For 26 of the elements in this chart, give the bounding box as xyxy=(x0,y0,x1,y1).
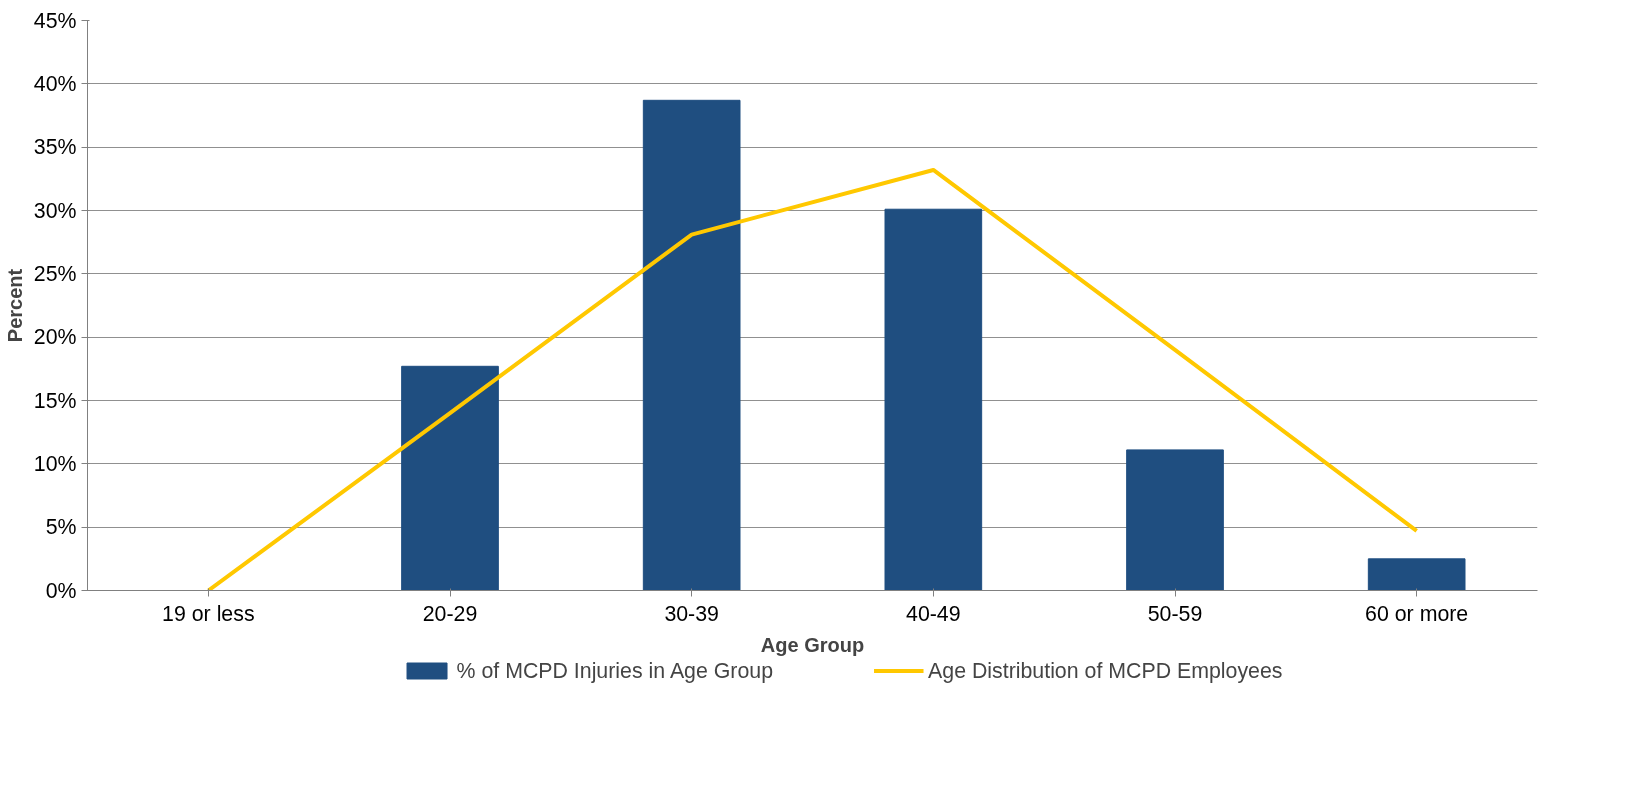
x-tick-label: 20-29 xyxy=(422,601,478,626)
y-tick-label: 15% xyxy=(33,388,77,413)
bar xyxy=(1126,449,1224,591)
y-tick-label: 45% xyxy=(33,8,77,33)
bar xyxy=(1367,558,1466,591)
y-tick-label: 5% xyxy=(45,515,77,540)
y-tick-label: 30% xyxy=(33,198,77,223)
bar xyxy=(642,99,741,591)
y-tick-label: 35% xyxy=(33,135,77,160)
y-tick-label: 10% xyxy=(33,451,77,476)
y-tick-label: 20% xyxy=(33,325,77,350)
legend-label: Age Distribution of MCPD Employees xyxy=(928,658,1283,683)
y-axis-title: Percent xyxy=(3,268,26,343)
x-tick-label: 19 or less xyxy=(162,601,255,626)
y-tick-label: 25% xyxy=(33,261,77,286)
x-tick-label: 30-39 xyxy=(664,601,719,626)
x-tick-label: 50-59 xyxy=(1147,601,1203,626)
y-tick-label: 40% xyxy=(33,71,77,96)
bar xyxy=(401,365,499,591)
x-tick-label: 40-49 xyxy=(906,601,961,626)
bar xyxy=(884,208,983,591)
x-axis-title: Age Group xyxy=(760,633,865,656)
line-series xyxy=(206,167,1419,591)
x-tick-label: 60 or more xyxy=(1365,601,1469,626)
legend-label: % of MCPD Injuries in Age Group xyxy=(456,658,774,683)
y-tick-label: 0% xyxy=(45,578,77,603)
